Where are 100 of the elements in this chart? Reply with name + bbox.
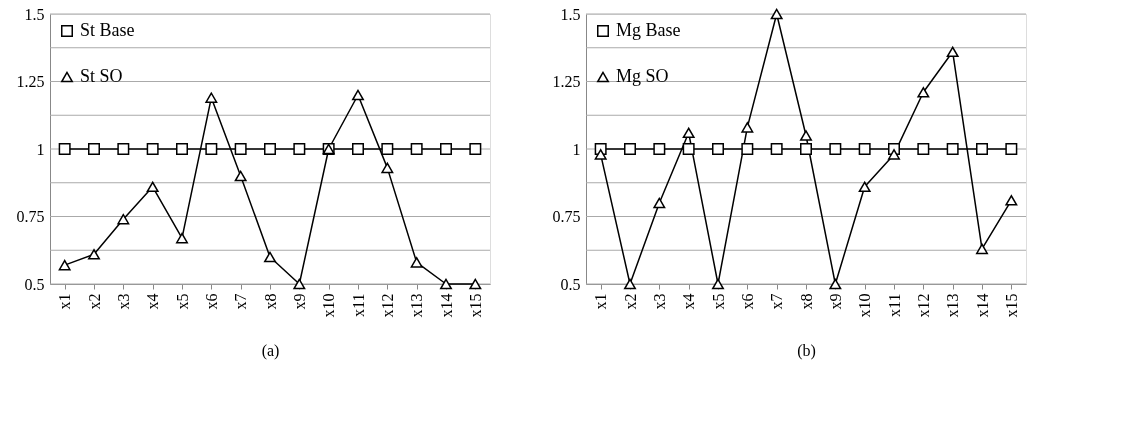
x-axis-title: (a) xyxy=(261,341,280,360)
point xyxy=(858,143,871,155)
x-tick-label: x8 xyxy=(797,293,815,310)
point xyxy=(653,143,666,155)
point xyxy=(917,87,930,98)
legend-label: Mg SO xyxy=(616,66,669,86)
point xyxy=(976,143,988,155)
x-tick-label: x13 xyxy=(944,293,962,318)
point xyxy=(205,92,218,103)
x-tick-label: x11 xyxy=(885,293,903,317)
x-tick-label: x11 xyxy=(349,293,367,317)
point xyxy=(176,143,188,155)
x-tick-label: x10 xyxy=(320,293,338,318)
point xyxy=(410,143,423,155)
x-tick-label: x15 xyxy=(1002,293,1020,318)
point xyxy=(946,46,959,58)
point xyxy=(117,143,130,155)
point xyxy=(264,251,276,263)
legend-label: St SO xyxy=(80,66,123,86)
point xyxy=(624,143,636,155)
point xyxy=(888,149,900,160)
point xyxy=(682,127,695,139)
y-tick-label: 1.25 xyxy=(16,73,45,90)
y-tick-label: 1.5 xyxy=(24,5,45,23)
x-tick-label: x15 xyxy=(466,293,484,318)
x-tick-label: x3 xyxy=(650,293,668,310)
point xyxy=(741,122,754,133)
legend-label: Mg Base xyxy=(616,20,681,40)
point xyxy=(829,278,842,290)
point xyxy=(976,243,988,255)
point xyxy=(800,143,812,155)
x-tick-label: x1 xyxy=(592,293,610,310)
point xyxy=(712,278,724,290)
y-tick-label: 1 xyxy=(36,140,45,158)
point xyxy=(653,197,666,209)
x-tick-label: x9 xyxy=(290,293,308,310)
point xyxy=(800,130,812,141)
x-tick-label: x10 xyxy=(856,293,874,318)
point xyxy=(469,278,482,290)
point xyxy=(352,89,364,101)
point xyxy=(293,143,306,155)
point xyxy=(352,143,364,155)
y-tick-label: 0.75 xyxy=(16,208,45,225)
x-tick-label: x9 xyxy=(826,293,844,310)
x-tick-label: x8 xyxy=(261,293,279,310)
point xyxy=(264,143,276,155)
x-tick-label: x7 xyxy=(768,293,786,310)
x-tick-label: x14 xyxy=(973,293,991,318)
point xyxy=(58,143,71,155)
y-tick-label: 1.25 xyxy=(552,73,581,90)
point xyxy=(205,143,218,155)
point xyxy=(712,143,724,155)
point xyxy=(682,143,695,155)
x-tick-label: x5 xyxy=(173,293,191,310)
y-tick-label: 1 xyxy=(572,140,581,158)
x-tick-label: x13 xyxy=(408,293,426,318)
point xyxy=(381,143,394,155)
x-tick-label: x4 xyxy=(680,293,698,310)
x-axis-title: (b) xyxy=(797,341,816,360)
point xyxy=(440,143,452,155)
point xyxy=(146,181,159,193)
point xyxy=(234,170,247,182)
point xyxy=(858,181,871,193)
point xyxy=(176,232,188,244)
point xyxy=(58,259,71,271)
x-tick-label: x5 xyxy=(709,293,727,310)
point xyxy=(88,143,100,155)
point xyxy=(234,143,247,155)
point xyxy=(624,278,636,290)
x-tick-label: x7 xyxy=(232,293,250,310)
x-tick-label: x3 xyxy=(114,293,132,310)
point xyxy=(88,249,100,260)
y-tick-label: 0.75 xyxy=(552,208,581,225)
point xyxy=(381,162,394,174)
x-tick-label: x6 xyxy=(202,293,220,310)
point xyxy=(293,278,306,290)
x-tick-label: x12 xyxy=(378,293,396,318)
x-tick-label: x4 xyxy=(144,293,162,310)
x-tick-label: x14 xyxy=(437,293,455,318)
point xyxy=(440,278,452,290)
x-tick-label: x2 xyxy=(621,293,639,310)
point xyxy=(1005,195,1018,206)
point xyxy=(117,213,130,225)
point xyxy=(410,257,423,268)
point xyxy=(1005,143,1018,155)
point xyxy=(770,8,783,20)
point xyxy=(146,143,159,155)
x-tick-label: x1 xyxy=(56,293,74,310)
point xyxy=(917,143,930,155)
point xyxy=(829,143,842,155)
x-tick-label: x6 xyxy=(738,293,756,310)
point xyxy=(946,143,959,155)
y-tick-label: 0.5 xyxy=(24,275,45,293)
x-tick-label: x2 xyxy=(85,293,103,310)
point xyxy=(741,143,754,155)
point xyxy=(594,149,607,160)
point xyxy=(770,143,783,155)
y-tick-label: 1.5 xyxy=(560,5,581,23)
y-tick-label: 0.5 xyxy=(560,275,581,293)
legend-label: St Base xyxy=(80,20,135,40)
